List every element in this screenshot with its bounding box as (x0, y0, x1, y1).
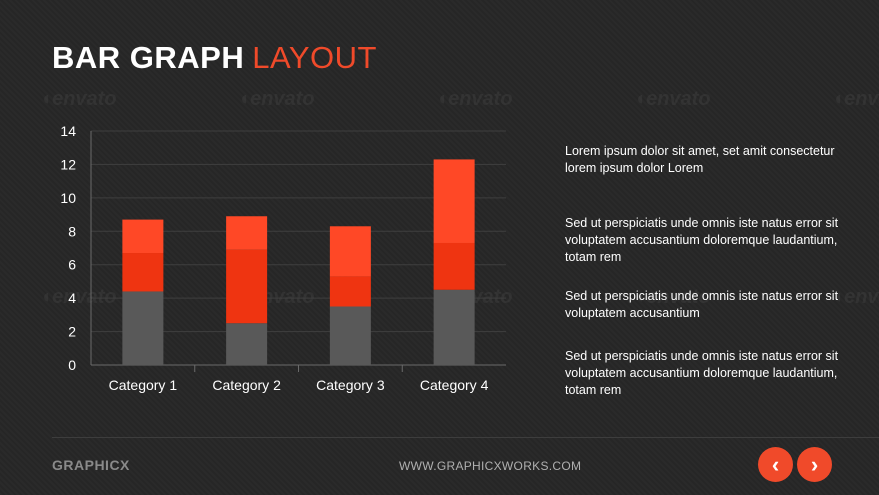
y-tick-label: 12 (60, 156, 76, 172)
bar-segment (122, 291, 164, 365)
y-tick-label: 8 (68, 223, 76, 239)
title-accent: LAYOUT (252, 40, 377, 75)
paragraph-1: Lorem ipsum dolor sit amet, set amit con… (565, 144, 835, 175)
x-tick-label: Category 2 (212, 377, 281, 393)
bar-segment (226, 216, 268, 250)
bar-segment (122, 219, 164, 254)
bar-segment (433, 159, 475, 243)
x-tick-label: Category 3 (316, 377, 385, 393)
chevron-right-icon: › (810, 451, 819, 477)
prev-button[interactable]: ‹ (758, 447, 793, 482)
y-tick-label: 14 (60, 123, 76, 139)
bar-segment (433, 242, 475, 290)
y-tick-label: 6 (68, 257, 76, 273)
paragraph-2: Sed ut perspiciatis unde omnis iste natu… (565, 216, 839, 264)
bar-segment (226, 323, 268, 365)
y-tick-label: 10 (60, 190, 76, 206)
paragraph-3: Sed ut perspiciatis unde omnis iste natu… (565, 289, 839, 320)
brand-logo: GRAPHICX (52, 457, 130, 473)
next-button[interactable]: › (797, 447, 832, 482)
x-tick-label: Category 1 (109, 377, 178, 393)
y-tick-label: 2 (68, 324, 76, 340)
bar-segment (329, 306, 371, 365)
footer-divider (52, 437, 879, 438)
bar-segment (122, 253, 164, 292)
x-tick-label: Category 4 (420, 377, 489, 393)
y-tick-label: 4 (68, 290, 76, 306)
chevron-left-icon: ‹ (771, 451, 780, 477)
website-link[interactable]: WWW.GRAPHICXWORKS.COM (399, 459, 582, 473)
slide-title: BAR GRAPH LAYOUT (52, 40, 377, 76)
bar-segment (226, 249, 268, 324)
y-tick-label: 0 (68, 357, 76, 373)
paragraph-4: Sed ut perspiciatis unde omnis iste natu… (565, 349, 839, 397)
title-bold: BAR GRAPH (52, 40, 245, 75)
bar-segment (433, 289, 475, 365)
bar-segment (329, 226, 371, 277)
bar-segment (329, 276, 371, 307)
